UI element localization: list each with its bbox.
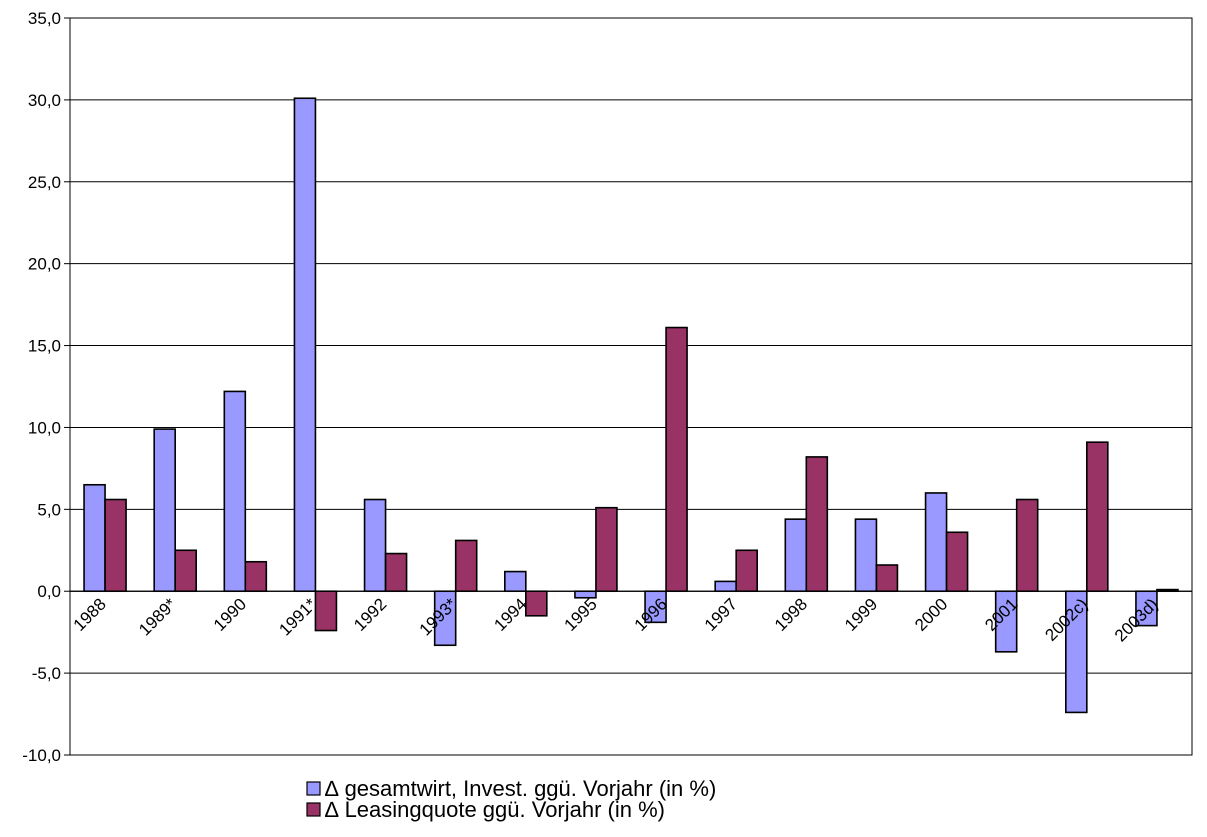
y-tick-label: 20,0 — [28, 255, 61, 274]
legend-label-series-2: ∆ Leasingquote ggü. Vorjahr (in %) — [325, 797, 665, 822]
bar-series-1-1999 — [854, 518, 878, 593]
x-tick-label: 1998 — [771, 595, 811, 635]
bar-series-1-1997 — [714, 580, 737, 593]
x-tick-label: 1992 — [350, 595, 390, 635]
bar-series-2-2002c — [1086, 441, 1109, 593]
y-tick-label: 30,0 — [28, 91, 61, 110]
x-tick-label: 1999 — [841, 595, 881, 635]
y-tick-label: -5,0 — [32, 664, 61, 683]
bars — [83, 97, 1179, 714]
bar-series-2-1999 — [875, 564, 899, 593]
bar-series-2-1994 — [525, 590, 548, 617]
axes — [64, 17, 1193, 756]
y-tick-label: 15,0 — [28, 337, 61, 356]
bar-series-2-1990 — [244, 560, 268, 593]
y-tick-label: -10,0 — [22, 746, 61, 765]
legend: ∆ gesamtwirt, Invest. ggü. Vorjahr (in %… — [306, 776, 716, 822]
bar-series-1-1990 — [223, 390, 247, 593]
y-tick-label: 0,0 — [37, 582, 61, 601]
bar-series-2-1989 — [174, 549, 197, 593]
gridlines — [70, 17, 1192, 756]
bar-series-2-1995 — [595, 506, 618, 593]
bar-series-1-1994 — [504, 570, 527, 593]
bar-series-2-1997 — [735, 549, 758, 593]
x-tick-label: 1997 — [701, 595, 741, 635]
x-tick-label: 1995 — [561, 595, 601, 635]
bar-series-2-1992 — [384, 552, 408, 593]
plot-area-border — [69, 17, 1193, 756]
y-tick-label: 10,0 — [28, 418, 61, 437]
bar-series-1-1989 — [153, 428, 176, 593]
y-tick-label: 5,0 — [37, 500, 61, 519]
legend-label-series-1: ∆ gesamtwirt, Invest. ggü. Vorjahr (in %… — [325, 776, 716, 801]
legend-swatch-series-1 — [306, 781, 321, 796]
x-tick-label: 1991* — [275, 594, 320, 639]
x-tick-label: 1988 — [70, 595, 110, 635]
legend-swatch-series-2 — [306, 802, 321, 817]
bar-series-2-1988 — [104, 498, 127, 593]
bar-series-2-1998 — [805, 456, 829, 593]
bar-series-2-1993 — [454, 539, 478, 593]
bar-series-1-1988 — [83, 483, 106, 593]
bar-series-2-1991 — [314, 590, 338, 632]
y-tick-label: 35,0 — [28, 9, 61, 28]
y-tick-label: 25,0 — [28, 173, 61, 192]
bar-series-1-1991 — [293, 97, 317, 593]
x-tick-label: 2000 — [911, 595, 951, 635]
y-axis-tick-labels: -10,0 -5,0 0,0 5,0 10,0 15,0 20,0 25,0 30,0 35,0 — [22, 9, 61, 765]
bar-series-2-1996 — [665, 326, 688, 593]
x-tick-label: 1989* — [135, 594, 180, 639]
bar-series-2-2001 — [1015, 498, 1039, 593]
bar-series-1-1992 — [363, 498, 387, 593]
x-tick-label: 1994 — [490, 595, 530, 635]
x-tick-label: 1990 — [210, 595, 250, 635]
bar-series-1-1998 — [784, 518, 808, 593]
bar-series-1-2000 — [924, 492, 948, 593]
bar-series-2-2000 — [945, 531, 969, 593]
